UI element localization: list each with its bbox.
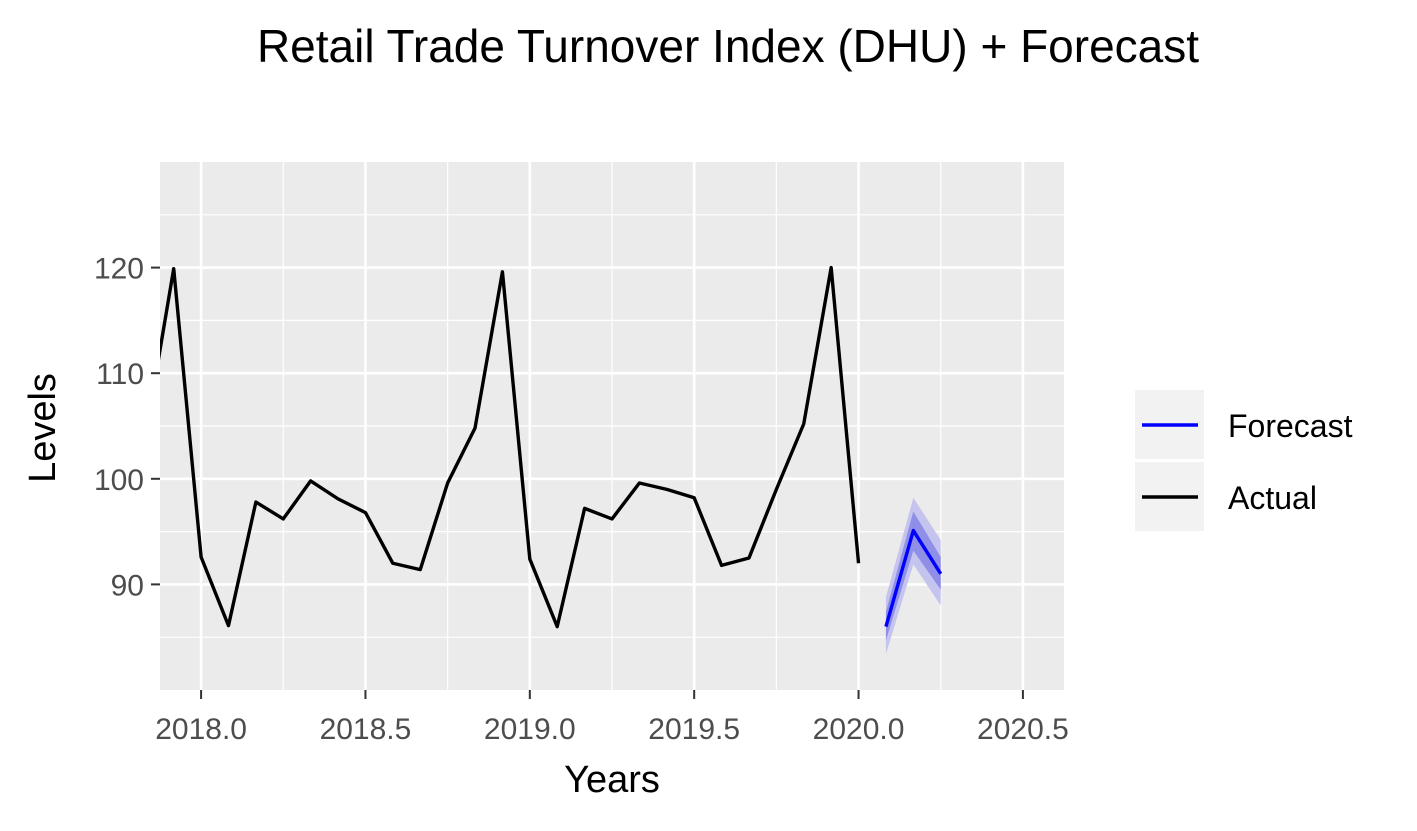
chart-title: Retail Trade Turnover Index (DHU) + Fore… [257,20,1199,72]
legend: Forecast Actual [1135,390,1353,531]
x-tick-label: 2018.5 [320,713,412,746]
x-tick-label: 2019.5 [648,713,740,746]
x-tick-label: 2018.0 [155,713,247,746]
series-line-actual [160,265,861,629]
x-axis-label: Years [564,759,660,801]
axis-ticks: 2018.0 2018.5 2019.0 2019.5 2020.0 2020.5 90 10… [94,253,1069,746]
y-axis-label: Levels [22,373,64,483]
legend-label-forecast: Forecast [1228,408,1353,444]
series-lines [160,265,943,629]
x-tick-label: 2020.0 [813,713,905,746]
x-tick-label: 2019.0 [484,713,576,746]
legend-label-actual: Actual [1228,480,1317,516]
grid-lines [160,162,1064,690]
series-line-forecast [884,528,943,628]
forecast-band-80 [885,511,941,641]
y-tick-label: 120 [94,253,144,286]
y-tick-label: 100 [94,464,144,497]
forecast-bands [885,497,941,655]
y-tick-label: 90 [111,569,144,602]
x-tick-label: 2020.5 [977,713,1069,746]
y-tick-label: 110 [96,358,144,391]
